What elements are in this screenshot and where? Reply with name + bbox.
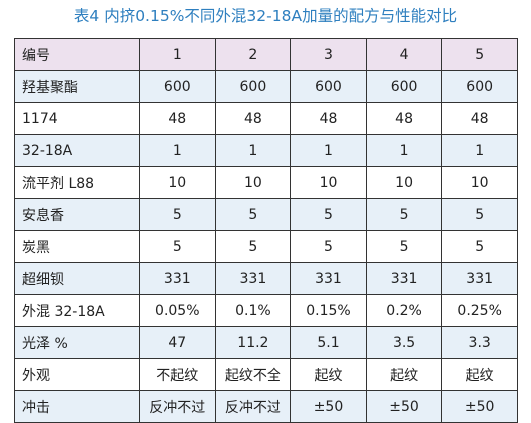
table-cell: 48 <box>290 102 367 135</box>
table-cell: 600 <box>139 70 216 103</box>
table-cell: 331 <box>365 262 443 295</box>
table-cell: 48 <box>441 102 518 135</box>
header-cell-sample-1: 1 <box>139 38 216 71</box>
table-cell: 0.25% <box>441 294 518 327</box>
table-cell: 5.1 <box>290 326 367 359</box>
table-cell: 反冲不过 <box>214 390 292 423</box>
table-cell: 48 <box>365 102 443 135</box>
table-cell: 331 <box>139 262 216 295</box>
table-cell: 5 <box>139 230 216 263</box>
table-cell: 1 <box>441 134 518 167</box>
row-label: 外混 32-18A <box>14 294 140 327</box>
row-label: 羟基聚酯 <box>14 70 140 103</box>
table-cell: 10 <box>139 166 216 199</box>
table-row-carbon-black: 炭黑 5 5 5 5 5 <box>14 230 518 263</box>
table-caption: 表4 内挤0.15%不同外混32-18A加量的配方与性能对比 <box>73 7 458 25</box>
row-label: 光泽 % <box>14 326 140 359</box>
row-label: 安息香 <box>14 198 140 231</box>
table-cell: 1 <box>214 134 292 167</box>
table-row-leveling-agent: 流平剂 L88 10 10 10 10 10 <box>14 166 518 199</box>
table-cell: 5 <box>139 198 216 231</box>
row-label: 1174 <box>14 102 140 135</box>
table-cell: 5 <box>365 230 443 263</box>
row-label: 外观 <box>14 358 140 391</box>
table-cell: 5 <box>214 230 292 263</box>
table-cell: 48 <box>214 102 292 135</box>
table-cell: 331 <box>441 262 518 295</box>
row-label: 炭黑 <box>14 230 140 263</box>
table-cell: 10 <box>214 166 292 199</box>
table-cell: 600 <box>214 70 292 103</box>
table-cell: 3.5 <box>365 326 443 359</box>
table-cell: 5 <box>214 198 292 231</box>
table-cell: 5 <box>441 230 518 263</box>
header-cell-sample-2: 2 <box>214 38 292 71</box>
table-cell: 1 <box>139 134 216 167</box>
table-cell: 331 <box>290 262 367 295</box>
table-cell: 331 <box>214 262 292 295</box>
row-label: 冲击 <box>14 390 140 423</box>
table-cell: 反冲不过 <box>139 390 216 423</box>
header-cell-sample-4: 4 <box>365 38 443 71</box>
table-cell: 1 <box>290 134 367 167</box>
table-cell: 47 <box>139 326 216 359</box>
table-row-32-18a: 32-18A 1 1 1 1 1 <box>14 134 518 167</box>
table-row-appearance: 外观 不起纹 起纹不全 起纹 起纹 起纹 <box>14 358 518 391</box>
table-cell: 不起纹 <box>139 358 216 391</box>
row-label: 32-18A <box>14 134 140 167</box>
table-cell: 600 <box>290 70 367 103</box>
table-header-row: 编号 1 2 3 4 5 <box>14 38 518 71</box>
table-cell: 起纹 <box>441 358 518 391</box>
header-cell-label: 编号 <box>14 38 140 71</box>
formulation-table: 编号 1 2 3 4 5 羟基聚酯 600 600 600 600 600 11… <box>14 38 518 423</box>
row-label: 流平剂 L88 <box>14 166 140 199</box>
table-cell: 0.15% <box>290 294 367 327</box>
table-cell: ±50 <box>441 390 518 423</box>
table-cell: ±50 <box>365 390 443 423</box>
table-cell: 48 <box>139 102 216 135</box>
table-row-impact: 冲击 反冲不过 反冲不过 ±50 ±50 ±50 <box>14 390 518 423</box>
row-label: 超细钡 <box>14 262 140 295</box>
table-cell: 5 <box>365 198 443 231</box>
table-cell: 10 <box>365 166 443 199</box>
table-row-hydroxyl-polyester: 羟基聚酯 600 600 600 600 600 <box>14 70 518 103</box>
table-row-external-mix: 外混 32-18A 0.05% 0.1% 0.15% 0.2% 0.25% <box>14 294 518 327</box>
table-cell: 5 <box>290 198 367 231</box>
table-cell: 5 <box>441 198 518 231</box>
header-cell-sample-3: 3 <box>290 38 367 71</box>
table-cell: 600 <box>365 70 443 103</box>
table-cell: 0.1% <box>214 294 292 327</box>
table-row-1174: 1174 48 48 48 48 48 <box>14 102 518 135</box>
table-row-benzoin: 安息香 5 5 5 5 5 <box>14 198 518 231</box>
table-row-ultrafine-barium: 超细钡 331 331 331 331 331 <box>14 262 518 295</box>
table-row-gloss: 光泽 % 47 11.2 5.1 3.5 3.3 <box>14 326 518 359</box>
table-cell: 10 <box>290 166 367 199</box>
table-cell: 0.05% <box>139 294 216 327</box>
table-cell: 起纹 <box>365 358 443 391</box>
header-cell-sample-5: 5 <box>441 38 518 71</box>
table-cell: 起纹 <box>290 358 367 391</box>
table-cell: 11.2 <box>214 326 292 359</box>
table-cell: 0.2% <box>365 294 443 327</box>
table-cell: 10 <box>441 166 518 199</box>
table-cell: 起纹不全 <box>214 358 292 391</box>
table-cell: ±50 <box>290 390 367 423</box>
table-cell: 3.3 <box>441 326 518 359</box>
table-cell: 1 <box>365 134 443 167</box>
table-cell: 600 <box>441 70 518 103</box>
table-cell: 5 <box>290 230 367 263</box>
